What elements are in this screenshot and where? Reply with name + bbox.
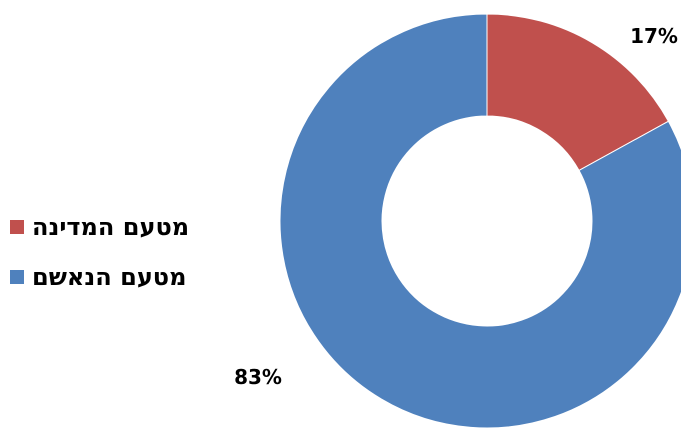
donut-slices xyxy=(279,13,681,428)
legend-item-defendant: מטעם הנאשם xyxy=(10,262,189,292)
slice-labels: 17% 83% xyxy=(234,24,678,389)
slice-label-defendant: 83% xyxy=(234,365,282,389)
legend-label-defendant: מטעם הנאשם xyxy=(32,263,187,291)
slice-defendant xyxy=(279,13,681,428)
slice-label-state: 17% xyxy=(630,24,678,48)
legend-swatch-defendant xyxy=(10,270,24,284)
legend-swatch-state xyxy=(10,220,24,234)
slice-state xyxy=(486,13,670,172)
chart-legend: מטעם המדינה מטעם הנאשם xyxy=(10,212,189,312)
legend-label-state: מטעם המדינה xyxy=(32,213,190,241)
legend-item-state: מטעם המדינה xyxy=(10,212,189,242)
